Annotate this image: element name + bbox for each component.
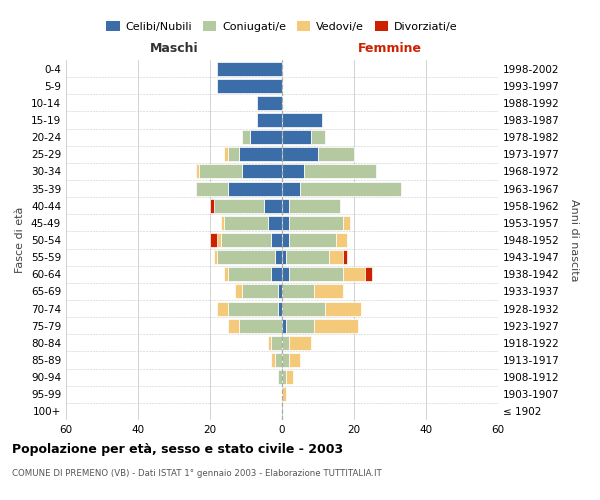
- Bar: [300, 182, 401, 196]
- Bar: [264, 198, 282, 212]
- Bar: [343, 268, 365, 281]
- Legend: Celibi/Nubili, Coniugati/e, Vedovi/e, Divorziati/e: Celibi/Nubili, Coniugati/e, Vedovi/e, Di…: [102, 17, 462, 36]
- Bar: [282, 284, 314, 298]
- Bar: [221, 216, 224, 230]
- Bar: [343, 216, 350, 230]
- Bar: [286, 318, 314, 332]
- Bar: [282, 268, 289, 281]
- Bar: [282, 233, 289, 247]
- Bar: [289, 216, 343, 230]
- Text: COMUNE DI PREMENO (VB) - Dati ISTAT 1° gennaio 2003 - Elaborazione TUTTITALIA.IT: COMUNE DI PREMENO (VB) - Dati ISTAT 1° g…: [12, 468, 382, 477]
- Bar: [271, 233, 282, 247]
- Bar: [210, 233, 217, 247]
- Bar: [239, 148, 282, 162]
- Bar: [228, 182, 282, 196]
- Bar: [217, 302, 228, 316]
- Bar: [282, 388, 286, 402]
- Bar: [282, 113, 322, 127]
- Text: Femmine: Femmine: [358, 42, 422, 55]
- Bar: [365, 268, 372, 281]
- Bar: [311, 130, 325, 144]
- Bar: [210, 198, 214, 212]
- Bar: [242, 164, 282, 178]
- Bar: [278, 302, 282, 316]
- Bar: [318, 148, 354, 162]
- Bar: [282, 336, 289, 350]
- Bar: [214, 198, 264, 212]
- Bar: [271, 336, 282, 350]
- Y-axis label: Fasce di età: Fasce di età: [16, 207, 25, 273]
- Bar: [221, 233, 271, 247]
- Bar: [343, 250, 347, 264]
- Bar: [289, 353, 300, 367]
- Bar: [196, 182, 228, 196]
- Bar: [250, 130, 282, 144]
- Bar: [242, 130, 250, 144]
- Bar: [282, 370, 286, 384]
- Bar: [275, 353, 282, 367]
- Bar: [286, 370, 293, 384]
- Bar: [257, 96, 282, 110]
- Bar: [228, 148, 239, 162]
- Bar: [289, 198, 340, 212]
- Bar: [271, 268, 282, 281]
- Bar: [199, 164, 242, 178]
- Bar: [217, 62, 282, 76]
- Bar: [242, 284, 278, 298]
- Bar: [282, 182, 300, 196]
- Bar: [224, 216, 268, 230]
- Bar: [235, 284, 242, 298]
- Bar: [289, 336, 311, 350]
- Bar: [325, 302, 361, 316]
- Bar: [228, 268, 271, 281]
- Bar: [282, 130, 311, 144]
- Bar: [282, 198, 289, 212]
- Bar: [282, 216, 289, 230]
- Y-axis label: Anni di nascita: Anni di nascita: [569, 198, 579, 281]
- Bar: [329, 250, 343, 264]
- Bar: [196, 164, 199, 178]
- Bar: [289, 233, 336, 247]
- Bar: [282, 318, 286, 332]
- Bar: [275, 250, 282, 264]
- Bar: [214, 250, 217, 264]
- Bar: [282, 148, 318, 162]
- Bar: [282, 302, 325, 316]
- Bar: [336, 233, 347, 247]
- Bar: [217, 78, 282, 92]
- Bar: [217, 250, 275, 264]
- Bar: [217, 233, 221, 247]
- Bar: [228, 302, 278, 316]
- Bar: [282, 164, 304, 178]
- Bar: [286, 250, 329, 264]
- Bar: [304, 164, 376, 178]
- Bar: [278, 370, 282, 384]
- Bar: [289, 268, 343, 281]
- Bar: [278, 284, 282, 298]
- Bar: [257, 113, 282, 127]
- Bar: [268, 216, 282, 230]
- Text: Popolazione per età, sesso e stato civile - 2003: Popolazione per età, sesso e stato civil…: [12, 442, 343, 456]
- Bar: [314, 284, 343, 298]
- Bar: [282, 353, 289, 367]
- Bar: [228, 318, 239, 332]
- Bar: [224, 268, 228, 281]
- Bar: [271, 353, 275, 367]
- Bar: [224, 148, 228, 162]
- Bar: [268, 336, 271, 350]
- Bar: [239, 318, 282, 332]
- Bar: [314, 318, 358, 332]
- Bar: [282, 250, 286, 264]
- Text: Maschi: Maschi: [149, 42, 199, 55]
